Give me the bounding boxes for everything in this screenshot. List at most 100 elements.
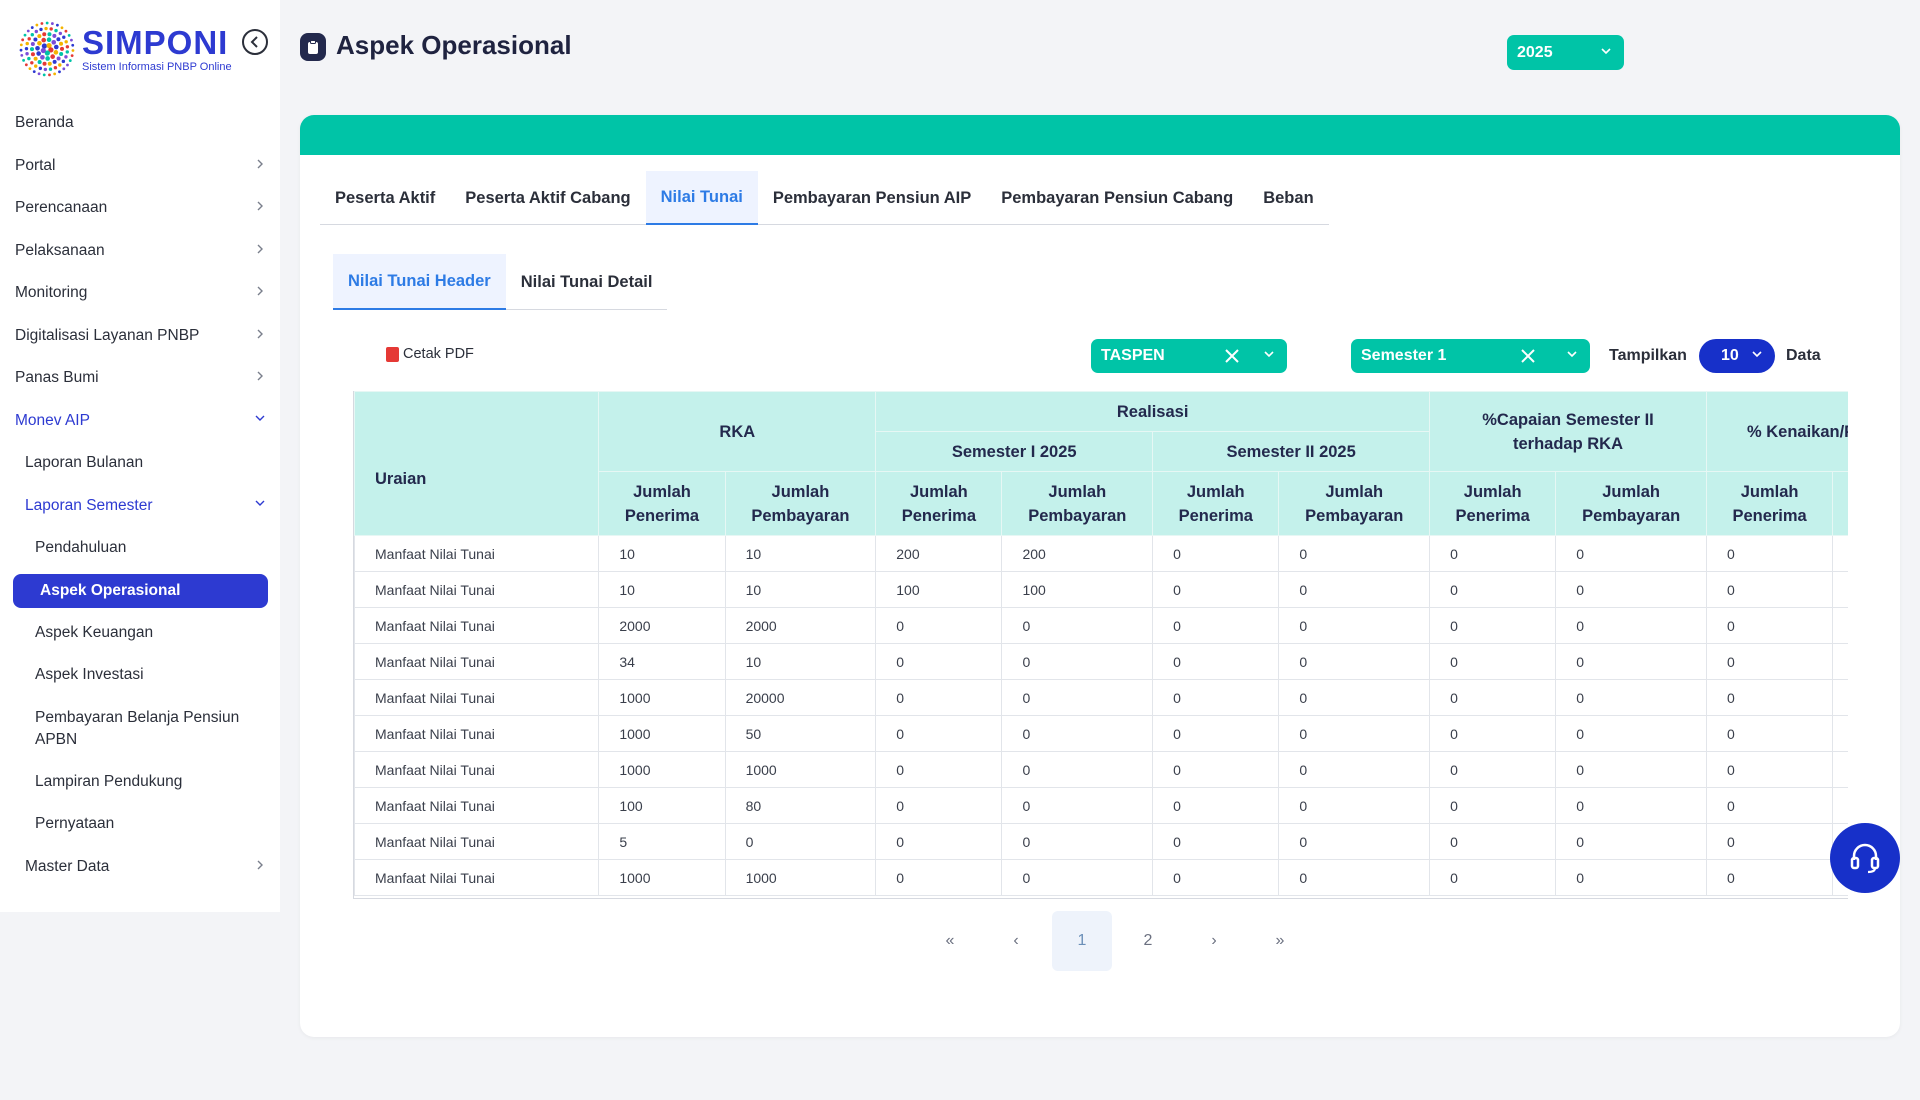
sidebar-item-panas-bumi[interactable]: Panas Bumi bbox=[0, 357, 280, 400]
sidebar-item-label: Aspek Investasi bbox=[35, 666, 144, 684]
table-cell: 0 bbox=[1832, 679, 1848, 716]
help-support-button[interactable] bbox=[1830, 823, 1900, 893]
table-cell: 0 bbox=[1152, 607, 1280, 644]
table-cell: 0 bbox=[875, 679, 1003, 716]
table-cell: 1000 bbox=[598, 715, 726, 752]
chevron-right-icon bbox=[254, 242, 266, 260]
sidebar-item-digitalisasi-layanan-pnbp[interactable]: Digitalisasi Layanan PNBP bbox=[0, 315, 280, 358]
tab-pembayaran-pensiun-cabang[interactable]: Pembayaran Pensiun Cabang bbox=[1001, 188, 1234, 207]
table-cell: 0 bbox=[1001, 643, 1154, 680]
sidebar-item-pernyataan[interactable]: Pernyataan bbox=[0, 803, 280, 846]
sidebar-item-label: Monitoring bbox=[15, 284, 88, 302]
sidebar-item-laporan-bulanan[interactable]: Laporan Bulanan bbox=[0, 442, 280, 485]
simponi-logo[interactable]: SIMPONI Sistem Informasi PNBP Online bbox=[18, 18, 232, 80]
table-row: Manfaat Nilai Tunai2000200000000000 bbox=[354, 607, 1848, 644]
subtab-nilai-tunai-detail[interactable]: Nilai Tunai Detail bbox=[520, 272, 653, 291]
tab-beban[interactable]: Beban bbox=[1263, 188, 1314, 207]
tab-peserta-aktif[interactable]: Peserta Aktif bbox=[335, 188, 436, 207]
header-jumlah-penerima: Jumlah Penerima bbox=[1705, 471, 1834, 536]
entity-filter-select[interactable]: TASPEN bbox=[1091, 339, 1287, 373]
logo-title: SIMPONI bbox=[82, 23, 229, 61]
period-filter-select[interactable]: Semester 1 bbox=[1351, 339, 1590, 373]
sidebar-item-aspek-keuangan[interactable]: Aspek Keuangan bbox=[0, 612, 280, 655]
sidebar-item-beranda[interactable]: Beranda bbox=[0, 102, 280, 145]
table-cell: 0 bbox=[1832, 607, 1848, 644]
table-cell: 0 bbox=[875, 607, 1003, 644]
table-cell: 0 bbox=[1278, 751, 1431, 788]
sidebar-item-label: Aspek Keuangan bbox=[35, 623, 154, 641]
table-scroll-area[interactable]: Uraian RKA Realisasi %Capaian Semester I… bbox=[353, 391, 1848, 899]
table-cell: 20000 bbox=[724, 679, 877, 716]
table-cell: 0 bbox=[1832, 751, 1848, 788]
table-cell: 0 bbox=[1278, 571, 1431, 608]
print-pdf-label: Cetak PDF bbox=[403, 346, 474, 362]
table-cell: 1000 bbox=[724, 751, 877, 788]
page-1-button[interactable]: 1 bbox=[1052, 911, 1112, 971]
table-cell: 0 bbox=[1832, 571, 1848, 608]
next-page-button[interactable]: › bbox=[1211, 932, 1217, 949]
chevron-right-icon bbox=[254, 284, 266, 302]
header-semester-1: Semester I 2025 bbox=[875, 431, 1154, 472]
sidebar-item-label: Beranda bbox=[15, 114, 74, 132]
sidebar-item-portal[interactable]: Portal bbox=[0, 145, 280, 188]
table-cell: 1000 bbox=[598, 751, 726, 788]
table-cell: 0 bbox=[1555, 715, 1707, 752]
print-pdf-button[interactable]: Cetak PDF bbox=[386, 346, 474, 362]
sidebar-item-pendahuluan[interactable]: Pendahuluan bbox=[0, 527, 280, 570]
header-jumlah-penerima: Jumlah Penerima bbox=[875, 471, 1003, 536]
table-cell: 0 bbox=[1429, 571, 1557, 608]
sidebar-item-laporan-semester[interactable]: Laporan Semester bbox=[0, 485, 280, 528]
sidebar-item-pelaksanaan[interactable]: Pelaksanaan bbox=[0, 230, 280, 273]
sidebar-item-label: Laporan Bulanan bbox=[25, 454, 144, 472]
table-cell: 80 bbox=[724, 787, 877, 824]
collapse-sidebar-button[interactable] bbox=[242, 29, 268, 55]
clear-icon[interactable] bbox=[1519, 347, 1537, 365]
sidebar-item-label: Pembayaran Belanja Pensiun APBN bbox=[35, 708, 240, 748]
table-cell: 0 bbox=[1429, 823, 1557, 860]
sidebar-item-perencanaan[interactable]: Perencanaan bbox=[0, 187, 280, 230]
chevron-right-icon bbox=[254, 327, 266, 345]
table-cell: 0 bbox=[1832, 787, 1848, 824]
card-header-bar bbox=[300, 115, 1900, 155]
sidebar-item-monev-aip[interactable]: Monev AIP bbox=[0, 400, 280, 443]
tab-pembayaran-pensiun-aip[interactable]: Pembayaran Pensiun AIP bbox=[772, 188, 972, 207]
tab-peserta-aktif-cabang[interactable]: Peserta Aktif Cabang bbox=[465, 188, 631, 207]
sidebar-item-aspek-investasi[interactable]: Aspek Investasi bbox=[0, 654, 280, 697]
table-cell: 0 bbox=[1555, 751, 1707, 788]
table-cell: 0 bbox=[1152, 571, 1280, 608]
header-jumlah-penerima: Jumlah Penerima bbox=[1152, 471, 1280, 536]
sidebar-item-monitoring[interactable]: Monitoring bbox=[0, 272, 280, 315]
table-cell: 0 bbox=[1705, 751, 1834, 788]
tab-nilai-tunai[interactable]: Nilai Tunai bbox=[645, 171, 758, 225]
table-cell: 0 bbox=[724, 823, 877, 860]
table-cell: 0 bbox=[875, 823, 1003, 860]
last-page-button[interactable]: » bbox=[1275, 932, 1285, 949]
sidebar-item-aspek-operasional[interactable]: Aspek Operasional bbox=[0, 573, 280, 608]
table-row: Manfaat Nilai Tunai1010100100000000 bbox=[354, 571, 1848, 608]
table-cell: 0 bbox=[1278, 535, 1431, 572]
content-card: Peserta Aktif Peserta Aktif Cabang Nilai T… bbox=[300, 115, 1900, 1037]
prev-page-button[interactable]: ‹ bbox=[1013, 932, 1019, 949]
table-cell: 0 bbox=[1429, 751, 1557, 788]
sidebar-item-master-data[interactable]: Master Data bbox=[0, 846, 280, 889]
table-cell: 0 bbox=[1278, 787, 1431, 824]
sidebar-item-pembayaran-belanja-pensiun-apbn[interactable]: Pembayaran Belanja Pensiun APBN bbox=[0, 697, 280, 761]
sidebar-item-label: Perencanaan bbox=[15, 199, 108, 217]
table-cell: 100 bbox=[875, 571, 1003, 608]
year-select[interactable]: 2025 bbox=[1507, 35, 1624, 70]
clear-icon[interactable] bbox=[1223, 347, 1241, 365]
first-page-button[interactable]: « bbox=[945, 932, 955, 949]
table-cell: 10 bbox=[724, 643, 877, 680]
sidebar-nav: Beranda Portal Perencanaan Pelaksanaan Monit… bbox=[0, 102, 280, 888]
header-jumlah-pembayaran: Jumlah Pembayaran bbox=[1555, 471, 1707, 536]
entity-filter-value: TASPEN bbox=[1101, 347, 1165, 364]
cell-uraian: Manfaat Nilai Tunai bbox=[354, 535, 600, 572]
table-cell: 0 bbox=[1429, 859, 1557, 896]
subtab-nilai-tunai-header[interactable]: Nilai Tunai Header bbox=[333, 254, 506, 310]
table-cell: 0 bbox=[1278, 607, 1431, 644]
page-size-select[interactable]: 10 bbox=[1699, 339, 1775, 373]
header-jumlah-pembayaran: Jumlah Pembayaran bbox=[724, 471, 877, 536]
table-cell: 0 bbox=[1152, 715, 1280, 752]
page-2-button[interactable]: 2 bbox=[1143, 932, 1153, 949]
sidebar-item-lampiran-pendukung[interactable]: Lampiran Pendukung bbox=[0, 761, 280, 804]
